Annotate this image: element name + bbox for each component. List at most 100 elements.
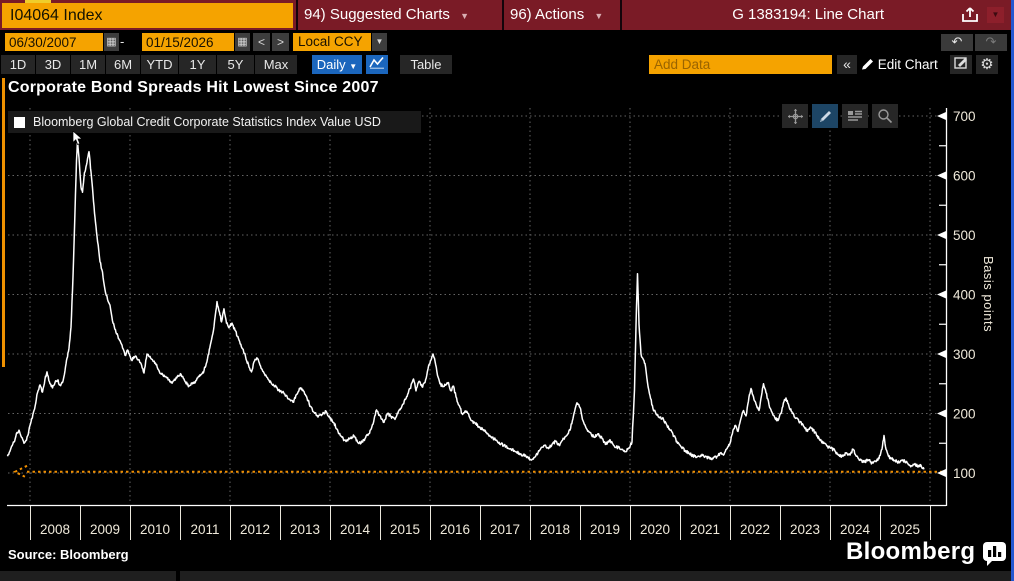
x-tick-label-2012: 2012	[240, 522, 270, 537]
y-tick-label-400: 400	[953, 288, 976, 303]
frequency-select[interactable]: Daily ▼	[312, 55, 362, 74]
source-caption: Source: Bloomberg	[8, 547, 129, 562]
next-period-button[interactable]: >	[272, 33, 289, 51]
date-to-input[interactable]	[142, 33, 234, 51]
line-chart-icon	[369, 56, 384, 69]
settings-gear-icon[interactable]: ⚙	[976, 55, 998, 74]
x-tick-label-2025: 2025	[890, 522, 920, 537]
menu-divider	[502, 0, 504, 30]
period-tabs: 1D 3D 1M 6M YTD 1Y 5Y Max	[1, 55, 297, 74]
news-icon[interactable]	[842, 104, 868, 128]
x-tick-label-2015: 2015	[390, 522, 420, 537]
menu-actions[interactable]: 96) Actions ▼	[510, 0, 603, 30]
y-tick-label-500: 500	[953, 228, 976, 243]
y-tick-marker-700	[937, 112, 946, 120]
y-axis-title: Basis points	[981, 256, 996, 333]
x-tick-label-2009: 2009	[90, 522, 120, 537]
y-tick-marker-600	[937, 171, 946, 180]
x-tick-label-2019: 2019	[590, 522, 620, 537]
y-tick-marker-500	[937, 231, 946, 239]
currency-select[interactable]: Local CCY	[293, 33, 371, 51]
ticker-input[interactable]	[2, 3, 293, 28]
undo-icon[interactable]: ↶	[941, 34, 973, 51]
x-tick-label-2018: 2018	[540, 522, 570, 537]
x-tick-label-2011: 2011	[190, 522, 219, 537]
y-tick-label-200: 200	[953, 407, 976, 422]
y-tick-label-600: 600	[953, 169, 976, 184]
tab-max[interactable]: Max	[255, 55, 297, 74]
orange-accent-line	[2, 78, 5, 367]
currency-dropdown-arrow[interactable]: ▼	[372, 33, 387, 51]
tab-ytd[interactable]: YTD	[141, 55, 178, 74]
share-dropdown-arrow[interactable]: ▼	[987, 7, 1004, 23]
x-tick-label-2008: 2008	[40, 522, 70, 537]
bloomberg-logo-icon	[982, 541, 1008, 572]
legend-label: Bloomberg Global Credit Corporate Statis…	[33, 115, 381, 129]
prev-period-button[interactable]: <	[253, 33, 270, 51]
x-tick-label-2013: 2013	[290, 522, 320, 537]
panel-divider	[176, 571, 180, 581]
top-menu-bar: 94) Suggested Charts ▼ 96) Actions ▼ G 1…	[0, 0, 1014, 30]
y-tick-label-100: 100	[953, 466, 976, 481]
x-tick-label-2010: 2010	[140, 522, 170, 537]
chart-legend[interactable]: Bloomberg Global Credit Corporate Statis…	[8, 111, 421, 133]
edit-note-icon[interactable]	[950, 55, 972, 74]
frequency-label: Daily	[316, 57, 346, 72]
annotate-pencil-icon[interactable]	[812, 104, 838, 128]
tab-1d[interactable]: 1D	[1, 55, 35, 74]
chevron-down-icon: ▼	[594, 11, 604, 21]
menu-divider	[296, 0, 298, 30]
calendar-icon[interactable]: ▦	[104, 33, 119, 51]
mouse-cursor	[72, 130, 83, 151]
zoom-magnifier-icon[interactable]	[872, 104, 898, 128]
top-highlight-strip	[25, 0, 51, 3]
chevron-down-icon: ▼	[460, 11, 470, 21]
x-tick-label-2017: 2017	[490, 522, 520, 537]
crosshair-move-icon[interactable]	[782, 104, 808, 128]
menu-suggested-charts-label: 94) Suggested Charts	[304, 6, 450, 23]
table-button[interactable]: Table	[400, 55, 452, 74]
x-tick-label-2024: 2024	[840, 522, 871, 537]
x-tick-label-2022: 2022	[740, 522, 770, 537]
x-tick-label-2014: 2014	[340, 522, 371, 537]
pencil-icon	[862, 59, 873, 70]
y-tick-label-700: 700	[953, 109, 976, 124]
x-tick-label-2016: 2016	[440, 522, 470, 537]
tab-1y[interactable]: 1Y	[179, 55, 216, 74]
tab-1m[interactable]: 1M	[71, 55, 105, 74]
tab-6m[interactable]: 6M	[106, 55, 140, 74]
x-tick-label-2023: 2023	[790, 522, 820, 537]
line-chart-type-button[interactable]	[366, 55, 388, 74]
date-from-input[interactable]	[5, 33, 103, 51]
lowest-level-arrow-icon	[12, 464, 28, 479]
bloomberg-logo-text: Bloomberg	[846, 538, 976, 565]
x-tick-label-2021: 2021	[690, 522, 720, 537]
redo-icon[interactable]: ↷	[975, 34, 1007, 51]
series-line	[6, 139, 925, 470]
share-icon[interactable]	[958, 5, 982, 25]
date-range-bar: ▦ - ▦ < > Local CCY ▼ ↶ ↷	[0, 30, 1014, 54]
edit-chart-label: Edit Chart	[877, 57, 938, 72]
tab-5y[interactable]: 5Y	[217, 55, 254, 74]
edit-chart-button[interactable]: Edit Chart	[860, 55, 938, 74]
y-tick-marker-100	[937, 469, 946, 477]
menu-suggested-charts[interactable]: 94) Suggested Charts ▼	[304, 0, 469, 30]
y-tick-marker-400	[937, 290, 946, 299]
tab-3d[interactable]: 3D	[36, 55, 70, 74]
y-tick-label-300: 300	[953, 347, 976, 362]
chart-id-title: G 1383194: Line Chart	[732, 6, 884, 23]
add-data-input[interactable]	[649, 55, 832, 74]
collapse-panel-button[interactable]: «	[837, 55, 857, 74]
x-tick-label-2020: 2020	[640, 522, 670, 537]
menu-divider	[620, 0, 622, 30]
calendar-icon[interactable]: ▦	[235, 33, 250, 51]
y-tick-marker-300	[937, 350, 946, 358]
legend-swatch	[14, 116, 25, 128]
page-title: Corporate Bond Spreads Hit Lowest Since …	[8, 79, 379, 96]
bottom-panel-strip	[0, 571, 1011, 581]
date-range-separator: -	[120, 34, 125, 49]
y-tick-marker-200	[937, 409, 946, 418]
